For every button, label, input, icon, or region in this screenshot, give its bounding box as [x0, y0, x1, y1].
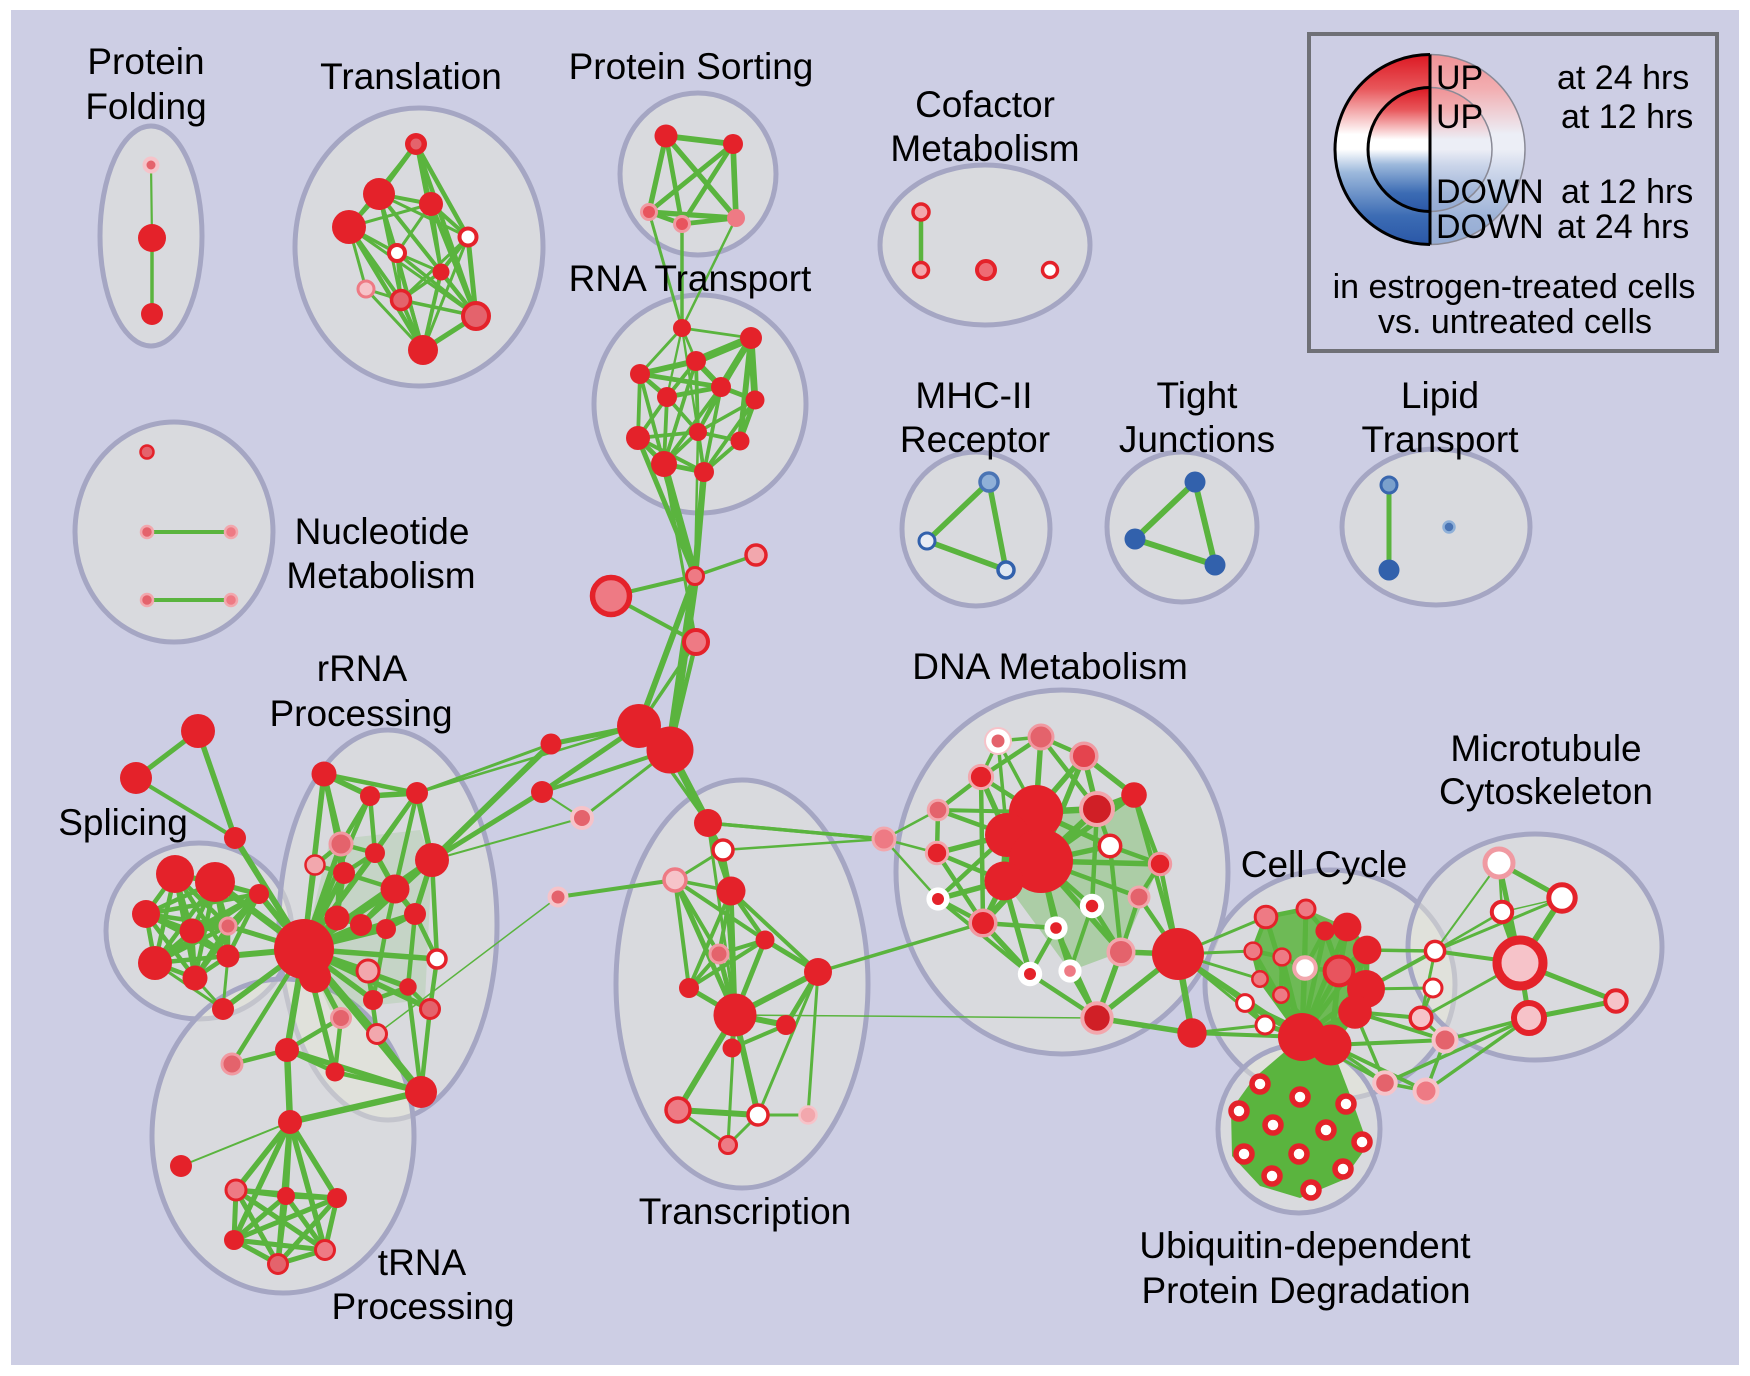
svg-text:Cytoskeleton: Cytoskeleton [1439, 771, 1653, 812]
svg-text:Tight: Tight [1157, 375, 1239, 416]
svg-text:UP: UP [1436, 98, 1483, 136]
svg-text:vs. untreated cells: vs. untreated cells [1378, 303, 1652, 341]
svg-text:tRNA: tRNA [378, 1242, 467, 1283]
svg-text:rRNA: rRNA [317, 648, 408, 689]
svg-text:DOWN: DOWN [1436, 208, 1544, 246]
svg-text:Nucleotide: Nucleotide [295, 511, 470, 552]
svg-text:at 12 hrs: at 12 hrs [1561, 98, 1693, 136]
svg-text:Processing: Processing [331, 1286, 514, 1327]
svg-text:Cell Cycle: Cell Cycle [1241, 844, 1408, 885]
svg-text:Microtubule: Microtubule [1450, 728, 1641, 769]
svg-text:Lipid: Lipid [1401, 375, 1479, 416]
svg-text:Protein: Protein [87, 41, 204, 82]
svg-text:Splicing: Splicing [58, 802, 188, 843]
svg-text:RNA Transport: RNA Transport [569, 258, 812, 299]
svg-text:Junctions: Junctions [1119, 419, 1275, 460]
svg-text:Translation: Translation [320, 56, 502, 97]
svg-text:Cofactor: Cofactor [915, 84, 1055, 125]
svg-text:UP: UP [1436, 59, 1483, 97]
svg-text:Ubiquitin-dependent: Ubiquitin-dependent [1139, 1225, 1471, 1266]
svg-text:DOWN: DOWN [1436, 173, 1544, 211]
svg-text:Transcription: Transcription [639, 1191, 851, 1232]
svg-text:Protein Sorting: Protein Sorting [569, 46, 814, 87]
svg-text:at 24 hrs: at 24 hrs [1557, 59, 1689, 97]
svg-text:in estrogen-treated cells: in estrogen-treated cells [1333, 268, 1696, 306]
svg-text:at 24 hrs: at 24 hrs [1557, 208, 1689, 246]
svg-text:MHC-II: MHC-II [915, 375, 1032, 416]
svg-text:Folding: Folding [85, 86, 206, 127]
svg-text:Receptor: Receptor [900, 419, 1050, 460]
svg-text:Metabolism: Metabolism [890, 128, 1079, 169]
svg-text:DNA Metabolism: DNA Metabolism [912, 646, 1188, 687]
svg-text:Transport: Transport [1362, 419, 1520, 460]
svg-text:Protein Degradation: Protein Degradation [1141, 1270, 1470, 1311]
svg-text:Metabolism: Metabolism [286, 555, 475, 596]
svg-text:Processing: Processing [269, 693, 452, 734]
svg-text:at 12 hrs: at 12 hrs [1561, 173, 1693, 211]
